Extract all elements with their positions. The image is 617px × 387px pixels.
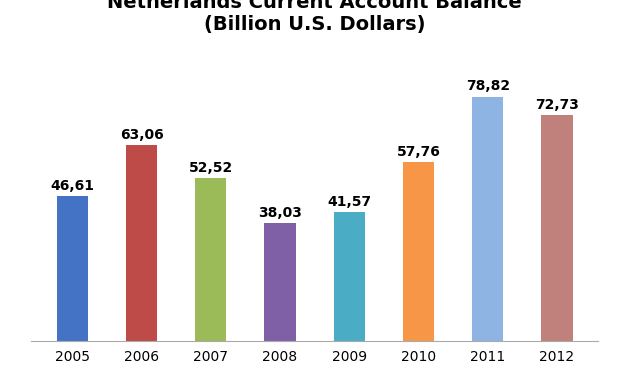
Text: 46,61: 46,61	[51, 179, 94, 193]
Bar	[126, 146, 157, 341]
Bar	[541, 115, 573, 341]
Bar	[57, 196, 88, 341]
Bar	[195, 178, 226, 341]
Text: 38,03: 38,03	[258, 206, 302, 220]
Text: 41,57: 41,57	[327, 195, 371, 209]
Bar	[265, 223, 296, 341]
Text: 78,82: 78,82	[466, 79, 510, 93]
Text: 72,73: 72,73	[535, 98, 579, 112]
Bar	[403, 162, 434, 341]
Text: 57,76: 57,76	[397, 145, 441, 159]
Bar	[334, 212, 365, 341]
Text: 63,06: 63,06	[120, 128, 164, 142]
Title: Netherlands Current Account Balance
(Billion U.S. Dollars): Netherlands Current Account Balance (Bil…	[107, 0, 522, 34]
Bar	[472, 96, 503, 341]
Text: 52,52: 52,52	[189, 161, 233, 175]
